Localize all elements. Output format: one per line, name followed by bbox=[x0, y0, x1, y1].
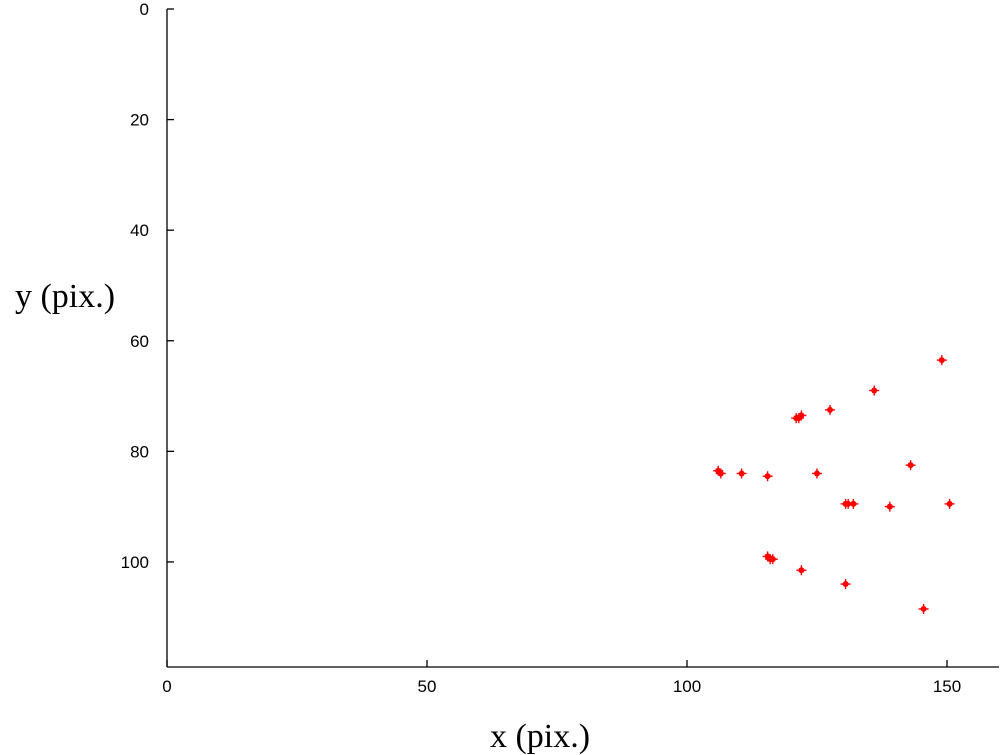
x-tick-label: 0 bbox=[162, 677, 171, 696]
data-point bbox=[905, 460, 916, 471]
x-tick-label: 100 bbox=[673, 677, 701, 696]
data-point bbox=[840, 498, 851, 509]
data-point bbox=[918, 603, 929, 614]
x-tick-label: 150 bbox=[933, 677, 961, 696]
data-point bbox=[825, 404, 835, 415]
data-point bbox=[944, 498, 955, 509]
data-point bbox=[812, 468, 822, 479]
y-tick-label: 20 bbox=[130, 111, 149, 130]
y-tick-label: 60 bbox=[130, 332, 149, 351]
ticks: 0 50 100 150 0 20 40 60 80 100 bbox=[121, 0, 962, 696]
data-point bbox=[762, 471, 773, 482]
data-point bbox=[767, 554, 778, 565]
y-tick-label: 40 bbox=[130, 221, 149, 240]
x-axis-title: x (pix.) bbox=[490, 718, 590, 755]
data-point bbox=[936, 355, 947, 366]
y-tick-label: 0 bbox=[140, 0, 149, 19]
x-tick-label: 50 bbox=[418, 677, 437, 696]
y-tick-label: 80 bbox=[130, 442, 149, 461]
data-points bbox=[713, 355, 955, 614]
y-axis-title: y (pix.) bbox=[15, 278, 115, 315]
data-point bbox=[715, 468, 726, 479]
axes bbox=[166, 9, 999, 668]
data-point bbox=[869, 385, 880, 396]
data-point bbox=[796, 565, 807, 576]
data-point bbox=[840, 579, 851, 590]
data-point bbox=[793, 413, 804, 424]
data-point bbox=[884, 501, 895, 512]
y-tick-label: 100 bbox=[121, 553, 149, 572]
data-point bbox=[736, 468, 747, 479]
